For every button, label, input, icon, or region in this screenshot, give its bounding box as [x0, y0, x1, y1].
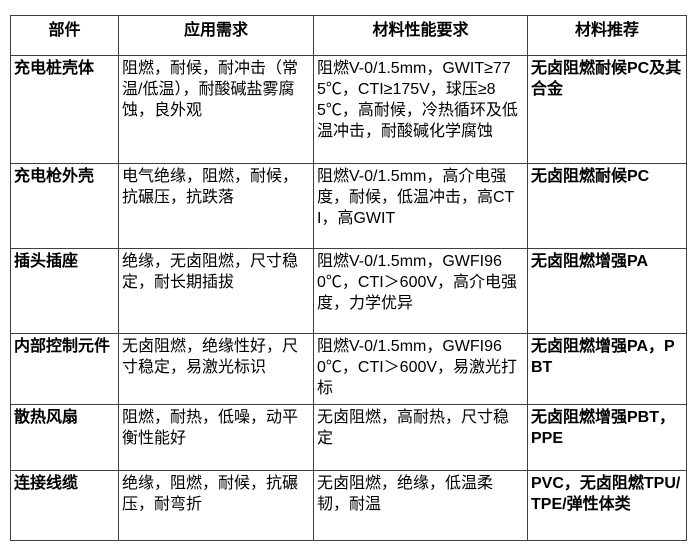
cell-application: 绝缘，阻燃，耐候，抗碾压，耐弯折: [118, 470, 314, 541]
cell-performance: 无卤阻燃，高耐热，尺寸稳定: [313, 404, 528, 471]
cell-recommendation: 无卤阻燃耐候PC: [527, 163, 687, 249]
cell-component: 连接线缆: [10, 470, 119, 541]
cell-component: 插头插座: [10, 248, 119, 334]
cell-application: 无卤阻燃，绝缘性好，尺寸稳定，易激光标识: [118, 333, 314, 405]
cell-application: 电气绝缘，阻燃，耐候，抗碾压，抗跌落: [118, 163, 314, 249]
table-row: 内部控制元件 无卤阻燃，绝缘性好，尺寸稳定，易激光标识 阻燃V-0/1.5mm，…: [10, 333, 687, 405]
cell-recommendation: 无卤阻燃增强PA，PBT: [527, 333, 687, 405]
header-material-recommendation: 材料推荐: [527, 15, 687, 56]
cell-recommendation: 无卤阻燃增强PA: [527, 248, 687, 334]
cell-component: 散热风扇: [10, 404, 119, 471]
table-row: 充电桩壳体 阻燃，耐候，耐冲击（常温/低温），耐酸碱盐雾腐蚀，良外观 阻燃V-0…: [10, 55, 687, 164]
cell-component: 内部控制元件: [10, 333, 119, 405]
header-component: 部件: [10, 15, 119, 56]
cell-performance: 无卤阻燃，绝缘，低温柔韧，耐温: [313, 470, 528, 541]
cell-performance: 阻燃V-0/1.5mm，GWFI960℃，CTI＞600V，高介电强度，力学优异: [313, 248, 528, 334]
cell-recommendation: 无卤阻燃增强PBT，PPE: [527, 404, 687, 471]
cell-component: 充电桩壳体: [10, 55, 119, 164]
header-application-requirements: 应用需求: [118, 15, 314, 56]
cell-application: 绝缘，无卤阻燃，尺寸稳定，耐长期插拔: [118, 248, 314, 334]
cell-performance: 阻燃V-0/1.5mm，GWIT≥775℃，CTI≥175V，球压≥85℃，高耐…: [313, 55, 528, 164]
material-spec-table: 部件 应用需求 材料性能要求 材料推荐 充电桩壳体 阻燃，耐候，耐冲击（常温/低…: [10, 15, 687, 541]
table-row: 散热风扇 阻燃，耐热，低噪，动平衡性能好 无卤阻燃，高耐热，尺寸稳定 无卤阻燃增…: [10, 404, 687, 471]
cell-performance: 阻燃V-0/1.5mm，GWFI960℃，CTI＞600V，易激光打标: [313, 333, 528, 405]
cell-performance: 阻燃V-0/1.5mm，高介电强度，耐候，低温冲击，高CTI，高GWIT: [313, 163, 528, 249]
table-row: 充电枪外壳 电气绝缘，阻燃，耐候，抗碾压，抗跌落 阻燃V-0/1.5mm，高介电…: [10, 163, 687, 249]
table-row: 连接线缆 绝缘，阻燃，耐候，抗碾压，耐弯折 无卤阻燃，绝缘，低温柔韧，耐温 PV…: [10, 470, 687, 541]
table-row: 插头插座 绝缘，无卤阻燃，尺寸稳定，耐长期插拔 阻燃V-0/1.5mm，GWFI…: [10, 248, 687, 334]
cell-recommendation: PVC，无卤阻燃TPU/TPE/弹性体类: [527, 470, 687, 541]
cell-application: 阻燃，耐热，低噪，动平衡性能好: [118, 404, 314, 471]
cell-component: 充电枪外壳: [10, 163, 119, 249]
cell-application: 阻燃，耐候，耐冲击（常温/低温），耐酸碱盐雾腐蚀，良外观: [118, 55, 314, 164]
header-material-performance: 材料性能要求: [313, 15, 528, 56]
table-header-row: 部件 应用需求 材料性能要求 材料推荐: [10, 15, 687, 56]
cell-recommendation: 无卤阻燃耐候PC及其合金: [527, 55, 687, 164]
